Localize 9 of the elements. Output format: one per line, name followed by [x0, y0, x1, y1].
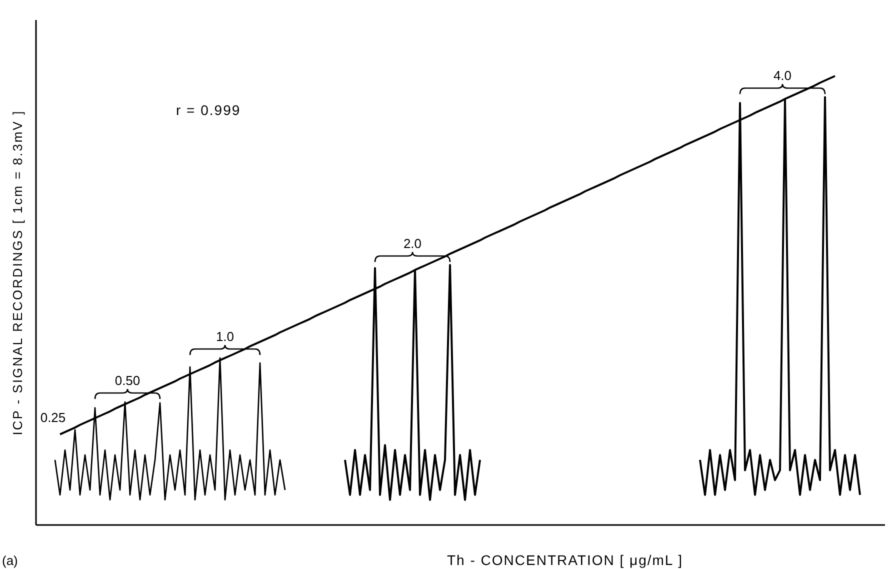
annotation: 2.0 [403, 236, 422, 252]
annotation: 0.25 [40, 410, 66, 425]
y-axis-title: ICP - SIGNAL RECORDINGS [ 1cm = 8.3mV ] [10, 110, 25, 436]
annotation: 0.50 [114, 372, 140, 388]
annotation: 4.0 [773, 68, 792, 84]
annotation: r = 0.999 [176, 102, 241, 118]
annotation: 1.0 [216, 328, 234, 344]
x-axis-title: Th - CONCENTRATION [ μg/mL ] [447, 552, 683, 568]
text: (a) [2, 553, 18, 568]
